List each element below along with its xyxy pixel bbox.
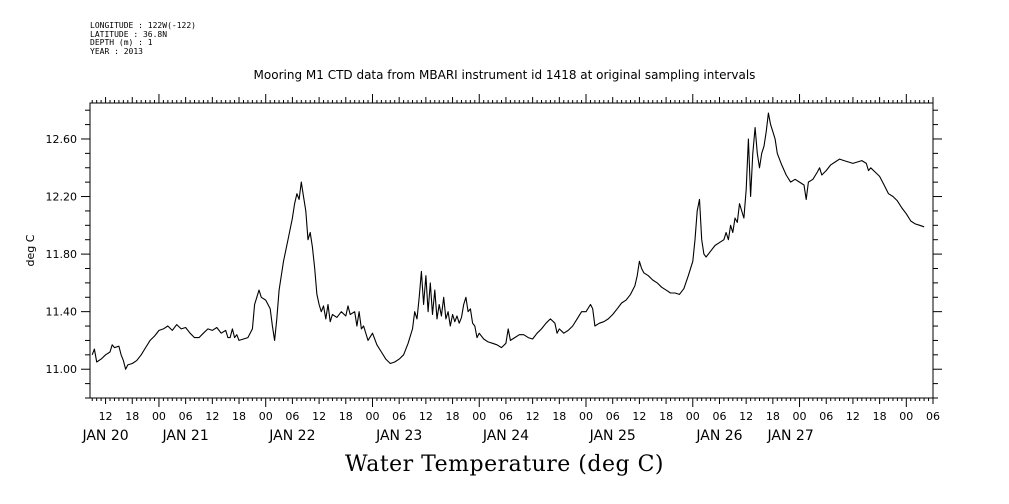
x-hour-tick-label: 00: [793, 410, 807, 423]
x-hour-tick-label: 12: [312, 410, 326, 423]
y-axis-label: deg C: [24, 234, 37, 266]
x-hour-tick-label: 00: [579, 410, 593, 423]
y-tick-label: 11.40: [46, 306, 78, 319]
x-hour-tick-label: 18: [125, 410, 139, 423]
x-hour-tick-label: 06: [712, 410, 726, 423]
x-hour-tick-label: 18: [339, 410, 353, 423]
y-tick-label: 11.00: [46, 363, 78, 376]
x-hour-tick-label: 06: [179, 410, 193, 423]
x-hour-tick-label: 12: [632, 410, 646, 423]
x-hour-tick-label: 00: [686, 410, 700, 423]
x-hour-tick-label: 12: [526, 410, 540, 423]
x-hour-tick-label: 18: [552, 410, 566, 423]
chart-subtitle: Water Temperature (deg C): [345, 452, 664, 477]
plot-frame: [89, 102, 934, 399]
x-hour-tick-label: 12: [739, 410, 753, 423]
x-hour-tick-label: 06: [392, 410, 406, 423]
x-hour-tick-label: 18: [659, 410, 673, 423]
x-hour-tick-label: 00: [152, 410, 166, 423]
x-hour-tick-label: 12: [846, 410, 860, 423]
year-text: YEAR : 2013: [90, 46, 143, 56]
x-hour-tick-label: 18: [446, 410, 460, 423]
x-hour-tick-label: 06: [926, 410, 940, 423]
x-hour-tick-label: 12: [419, 410, 433, 423]
metadata-block: LONGITUDE : 122W(-122) LATITUDE : 36.8N …: [90, 21, 196, 56]
x-hour-tick-label: 00: [365, 410, 379, 423]
chart-title: Mooring M1 CTD data from MBARI instrumen…: [253, 68, 756, 82]
x-day-label: JAN 24: [482, 428, 529, 444]
x-hour-tick-label: 18: [873, 410, 887, 423]
x-day-label: JAN 23: [375, 428, 422, 444]
water-temperature-line: [91, 112, 925, 370]
x-hour-tick-label: 06: [285, 410, 299, 423]
x-day-label: JAN 25: [589, 428, 636, 444]
latitude-text: LATITUDE : 36.8N: [90, 29, 168, 39]
y-tick-label: 12.20: [46, 191, 78, 204]
y-tick-label: 11.80: [46, 248, 78, 261]
x-day-label: JAN 21: [162, 428, 209, 444]
x-hour-tick-label: 18: [766, 410, 780, 423]
x-day-label: JAN 20: [81, 428, 128, 444]
x-day-label: JAN 22: [268, 428, 315, 444]
depth-text: DEPTH (m) : 1: [90, 38, 153, 48]
x-hour-tick-label: 00: [472, 410, 486, 423]
x-hour-tick-label: 06: [819, 410, 833, 423]
x-day-label: JAN 27: [767, 428, 814, 444]
longitude-text: LONGITUDE : 122W(-122): [90, 21, 196, 30]
x-hour-tick-label: 12: [205, 410, 219, 423]
x-hour-tick-label: 12: [99, 410, 113, 423]
x-hour-tick-label: 00: [899, 410, 913, 423]
y-tick-label: 12.60: [46, 133, 78, 146]
x-hour-tick-label: 06: [499, 410, 513, 423]
x-hour-tick-label: 06: [606, 410, 620, 423]
x-hour-tick-label: 00: [259, 410, 273, 423]
x-hour-tick-label: 18: [232, 410, 246, 423]
x-day-label: JAN 26: [695, 428, 742, 444]
